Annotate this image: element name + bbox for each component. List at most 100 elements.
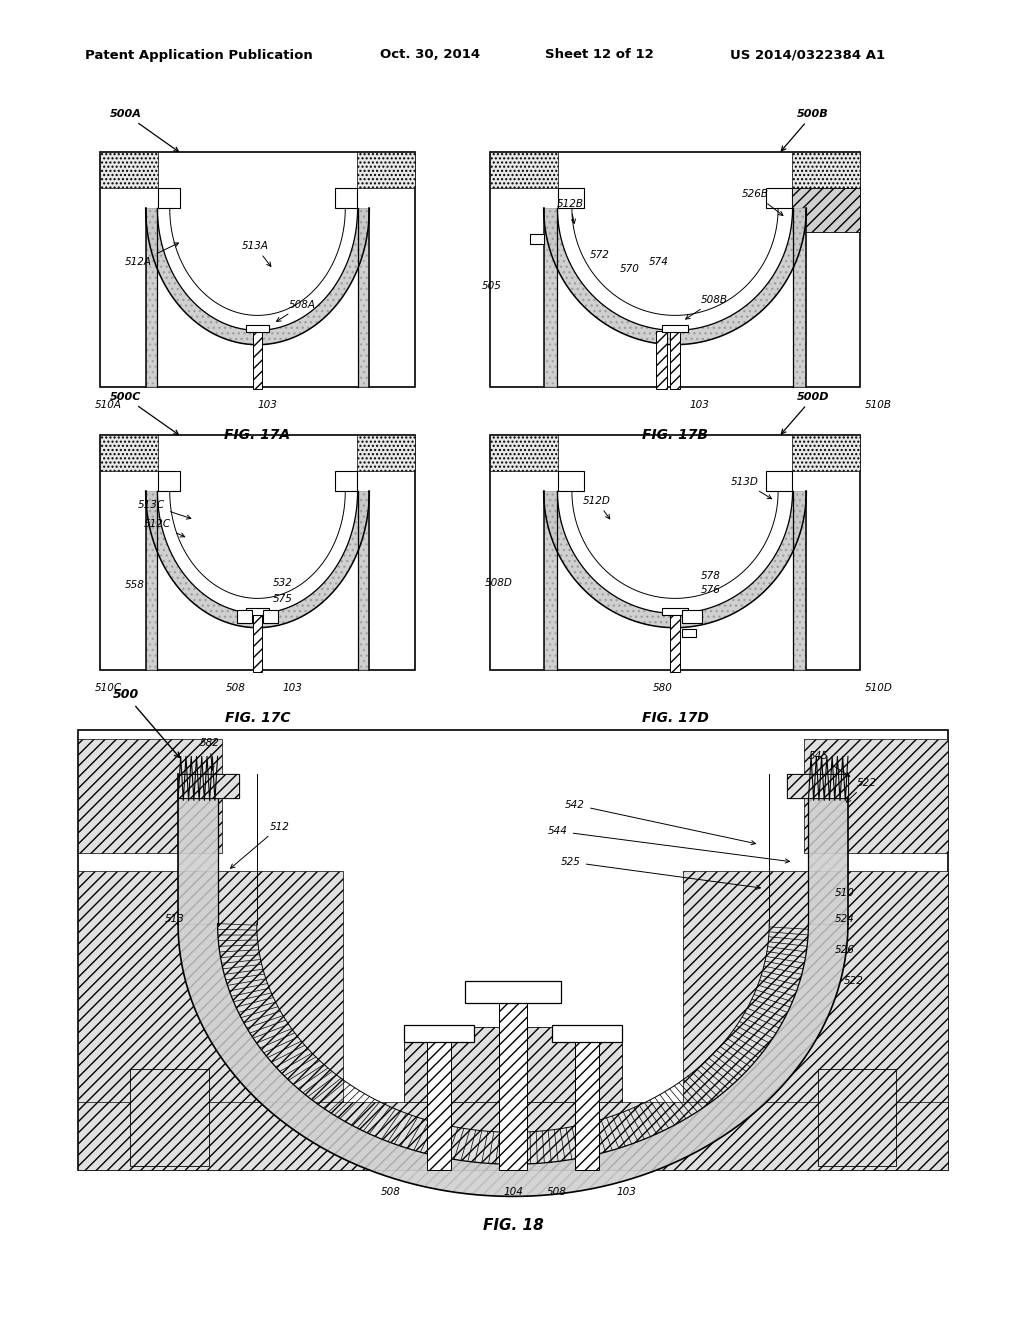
Text: 510: 510 bbox=[835, 888, 855, 898]
Bar bbox=[263, 610, 278, 623]
Text: FIG. 17B: FIG. 17B bbox=[642, 428, 708, 442]
Text: 526B: 526B bbox=[741, 189, 783, 215]
Text: 576: 576 bbox=[700, 585, 721, 595]
Polygon shape bbox=[145, 209, 158, 387]
Bar bbox=[817, 1069, 896, 1166]
Polygon shape bbox=[357, 209, 370, 387]
Polygon shape bbox=[544, 209, 557, 387]
Polygon shape bbox=[544, 491, 557, 671]
Text: 103: 103 bbox=[283, 682, 302, 693]
Text: 513D: 513D bbox=[730, 477, 772, 499]
Text: 512B: 512B bbox=[557, 199, 584, 223]
Text: 510C: 510C bbox=[95, 682, 122, 693]
Bar bbox=[682, 630, 696, 638]
Text: 508D: 508D bbox=[485, 578, 513, 587]
Bar bbox=[682, 610, 702, 623]
Text: Patent Application Publication: Patent Application Publication bbox=[85, 49, 312, 62]
Text: 500: 500 bbox=[113, 689, 179, 758]
Bar bbox=[159, 189, 180, 209]
Bar bbox=[766, 471, 792, 491]
Text: 508: 508 bbox=[226, 682, 246, 693]
Bar bbox=[805, 739, 948, 853]
Bar bbox=[465, 981, 561, 1003]
Bar bbox=[558, 189, 585, 209]
Bar bbox=[78, 1102, 948, 1170]
Bar bbox=[683, 871, 948, 1170]
Text: FIG. 18: FIG. 18 bbox=[482, 1217, 544, 1233]
Text: 500A: 500A bbox=[110, 110, 178, 152]
Text: 582: 582 bbox=[200, 738, 220, 770]
Text: 522: 522 bbox=[847, 777, 877, 803]
Bar bbox=[670, 614, 680, 672]
Text: 580: 580 bbox=[653, 682, 673, 693]
Bar bbox=[404, 1024, 474, 1043]
Bar bbox=[490, 436, 860, 671]
Text: 104: 104 bbox=[503, 1187, 523, 1197]
Text: 508B: 508B bbox=[686, 296, 728, 319]
Bar bbox=[574, 1024, 599, 1170]
Text: 522: 522 bbox=[844, 975, 863, 986]
Bar bbox=[78, 739, 221, 853]
Text: 505: 505 bbox=[482, 281, 502, 290]
Text: FIG. 17D: FIG. 17D bbox=[642, 711, 709, 725]
Bar bbox=[159, 471, 180, 491]
Bar bbox=[178, 774, 239, 799]
Text: 512: 512 bbox=[230, 822, 289, 869]
Polygon shape bbox=[544, 209, 806, 345]
Bar bbox=[663, 607, 688, 615]
Bar bbox=[335, 471, 356, 491]
Text: 508: 508 bbox=[547, 1187, 566, 1197]
Bar bbox=[766, 189, 792, 209]
Bar bbox=[100, 436, 159, 471]
Bar bbox=[490, 152, 860, 387]
Text: 524: 524 bbox=[835, 915, 855, 924]
Polygon shape bbox=[145, 209, 370, 345]
Bar bbox=[130, 1069, 209, 1166]
Bar bbox=[253, 330, 262, 389]
Text: 513C: 513C bbox=[138, 500, 190, 519]
Bar bbox=[356, 436, 415, 471]
Bar bbox=[787, 774, 848, 799]
Text: 544: 544 bbox=[548, 826, 790, 863]
Polygon shape bbox=[808, 774, 848, 924]
Bar bbox=[100, 436, 415, 671]
Text: 508A: 508A bbox=[276, 300, 316, 322]
Bar bbox=[558, 471, 585, 491]
Text: 574: 574 bbox=[649, 257, 669, 268]
Text: 570: 570 bbox=[620, 264, 639, 275]
Polygon shape bbox=[145, 491, 370, 628]
Bar bbox=[178, 774, 239, 799]
Text: Oct. 30, 2014: Oct. 30, 2014 bbox=[380, 49, 480, 62]
Text: 508: 508 bbox=[381, 1187, 401, 1197]
Text: 103: 103 bbox=[616, 1187, 636, 1197]
Text: Sheet 12 of 12: Sheet 12 of 12 bbox=[545, 49, 653, 62]
Bar bbox=[499, 981, 527, 1170]
Bar bbox=[404, 1027, 622, 1102]
Text: 558: 558 bbox=[125, 581, 145, 590]
Bar bbox=[552, 1024, 622, 1043]
Text: 545: 545 bbox=[809, 751, 850, 776]
Bar bbox=[787, 774, 848, 799]
Text: 510A: 510A bbox=[95, 400, 122, 411]
Bar bbox=[427, 1024, 452, 1170]
Text: FIG. 17A: FIG. 17A bbox=[224, 428, 291, 442]
Text: 510B: 510B bbox=[865, 400, 892, 411]
Bar bbox=[100, 152, 159, 189]
Polygon shape bbox=[178, 774, 217, 924]
Polygon shape bbox=[793, 491, 806, 671]
Polygon shape bbox=[178, 924, 848, 1196]
Text: 525: 525 bbox=[561, 857, 761, 890]
Text: 103: 103 bbox=[690, 400, 710, 411]
Text: 510D: 510D bbox=[865, 682, 893, 693]
Bar bbox=[247, 607, 268, 615]
Bar bbox=[490, 436, 558, 471]
Polygon shape bbox=[145, 491, 158, 671]
Text: 572: 572 bbox=[590, 251, 609, 260]
Bar bbox=[78, 730, 948, 1170]
Text: 500D: 500D bbox=[781, 392, 829, 434]
Bar bbox=[247, 325, 268, 331]
Bar bbox=[356, 152, 415, 189]
Text: 542: 542 bbox=[565, 800, 756, 845]
Text: 512C: 512C bbox=[144, 519, 184, 537]
Bar bbox=[663, 325, 688, 331]
